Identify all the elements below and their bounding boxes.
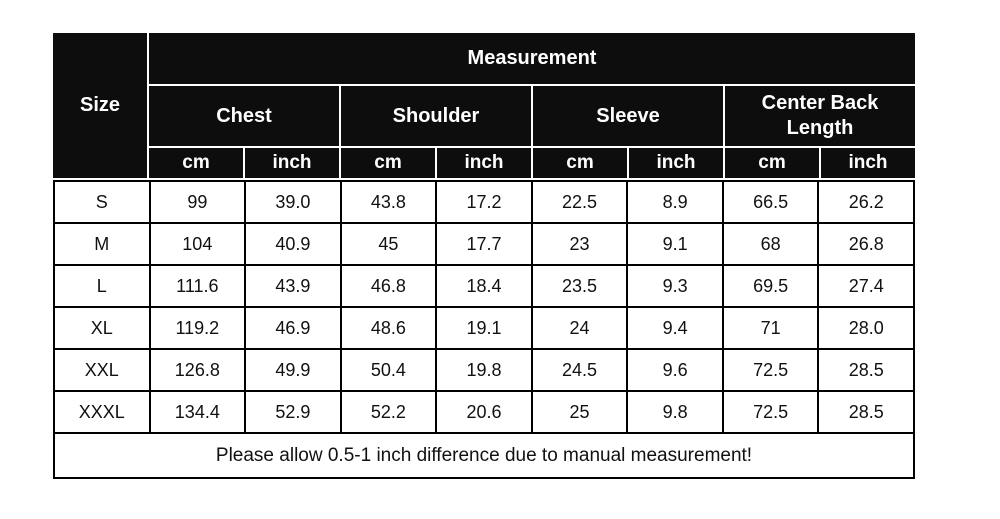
unit-header-chest-cm: cm [149, 148, 243, 178]
size-label: L [55, 266, 149, 306]
value-cell: 50.4 [341, 350, 436, 390]
value-cell: 28.0 [819, 308, 913, 348]
group-header-sleeve: Sleeve [533, 86, 723, 146]
value-cell: 119.2 [150, 308, 245, 348]
value-cell: 28.5 [819, 350, 913, 390]
value-cell: 24 [532, 308, 627, 348]
size-label: XXXL [55, 392, 149, 432]
value-cell: 104 [150, 224, 245, 264]
size-label: XL [55, 308, 149, 348]
size-label: XXL [55, 350, 149, 390]
size-chart-table: Size Measurement Chest Shoulder Sleeve C… [53, 33, 915, 479]
value-cell: 43.9 [246, 266, 340, 306]
value-cell: 39.0 [246, 182, 340, 222]
value-cell: 24.5 [532, 350, 627, 390]
size-label: S [55, 182, 149, 222]
value-cell: 9.1 [628, 224, 722, 264]
value-cell: 111.6 [150, 266, 245, 306]
value-cell: 20.6 [437, 392, 531, 432]
value-cell: 45 [341, 224, 436, 264]
value-cell: 9.8 [628, 392, 722, 432]
unit-header-cbl-cm: cm [725, 148, 819, 178]
value-cell: 68 [723, 224, 818, 264]
group-header-shoulder: Shoulder [341, 86, 531, 146]
value-cell: 19.1 [437, 308, 531, 348]
value-cell: 46.8 [341, 266, 436, 306]
group-header-center-back-length: Center Back Length [725, 86, 915, 146]
value-cell: 23 [532, 224, 627, 264]
unit-header-shoulder-cm: cm [341, 148, 435, 178]
unit-header-sleeve-cm: cm [533, 148, 627, 178]
value-cell: 71 [723, 308, 818, 348]
value-cell: 52.2 [341, 392, 436, 432]
value-cell: 69.5 [723, 266, 818, 306]
value-cell: 22.5 [532, 182, 627, 222]
value-cell: 48.6 [341, 308, 436, 348]
value-cell: 9.3 [628, 266, 722, 306]
value-cell: 46.9 [246, 308, 340, 348]
value-cell: 40.9 [246, 224, 340, 264]
value-cell: 8.9 [628, 182, 722, 222]
table-body: S 99 39.0 43.8 17.2 22.5 8.9 66.5 26.2 M… [53, 180, 915, 479]
table-header: Size Measurement Chest Shoulder Sleeve C… [53, 33, 915, 178]
unit-header-chest-inch: inch [245, 148, 339, 178]
group-header-chest: Chest [149, 86, 339, 146]
value-cell: 28.5 [819, 392, 913, 432]
value-cell: 26.8 [819, 224, 913, 264]
value-cell: 52.9 [246, 392, 340, 432]
measurement-note: Please allow 0.5-1 inch difference due t… [55, 434, 913, 477]
value-cell: 19.8 [437, 350, 531, 390]
value-cell: 99 [150, 182, 245, 222]
value-cell: 66.5 [723, 182, 818, 222]
value-cell: 72.5 [723, 392, 818, 432]
unit-header-cbl-inch: inch [821, 148, 915, 178]
value-cell: 18.4 [437, 266, 531, 306]
value-cell: 43.8 [341, 182, 436, 222]
value-cell: 9.6 [628, 350, 722, 390]
unit-header-sleeve-inch: inch [629, 148, 723, 178]
value-cell: 27.4 [819, 266, 913, 306]
measurement-header: Measurement [149, 33, 915, 84]
value-cell: 26.2 [819, 182, 913, 222]
value-cell: 25 [532, 392, 627, 432]
value-cell: 134.4 [150, 392, 245, 432]
value-cell: 126.8 [150, 350, 245, 390]
value-cell: 23.5 [532, 266, 627, 306]
size-column-header: Size [53, 33, 147, 178]
value-cell: 17.2 [437, 182, 531, 222]
value-cell: 17.7 [437, 224, 531, 264]
value-cell: 49.9 [246, 350, 340, 390]
unit-header-shoulder-inch: inch [437, 148, 531, 178]
value-cell: 72.5 [723, 350, 818, 390]
size-label: M [55, 224, 149, 264]
value-cell: 9.4 [628, 308, 722, 348]
